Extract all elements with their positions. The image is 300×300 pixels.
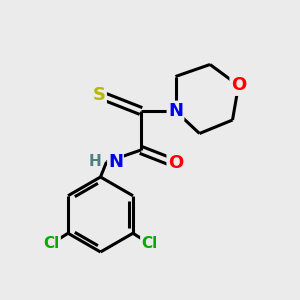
Text: S: S: [92, 85, 106, 103]
Text: O: O: [168, 154, 183, 172]
Text: N: N: [168, 102, 183, 120]
Text: Cl: Cl: [44, 236, 60, 251]
Text: N: N: [108, 153, 123, 171]
Text: O: O: [231, 76, 246, 94]
Text: H: H: [88, 154, 101, 169]
Text: Cl: Cl: [141, 236, 158, 251]
